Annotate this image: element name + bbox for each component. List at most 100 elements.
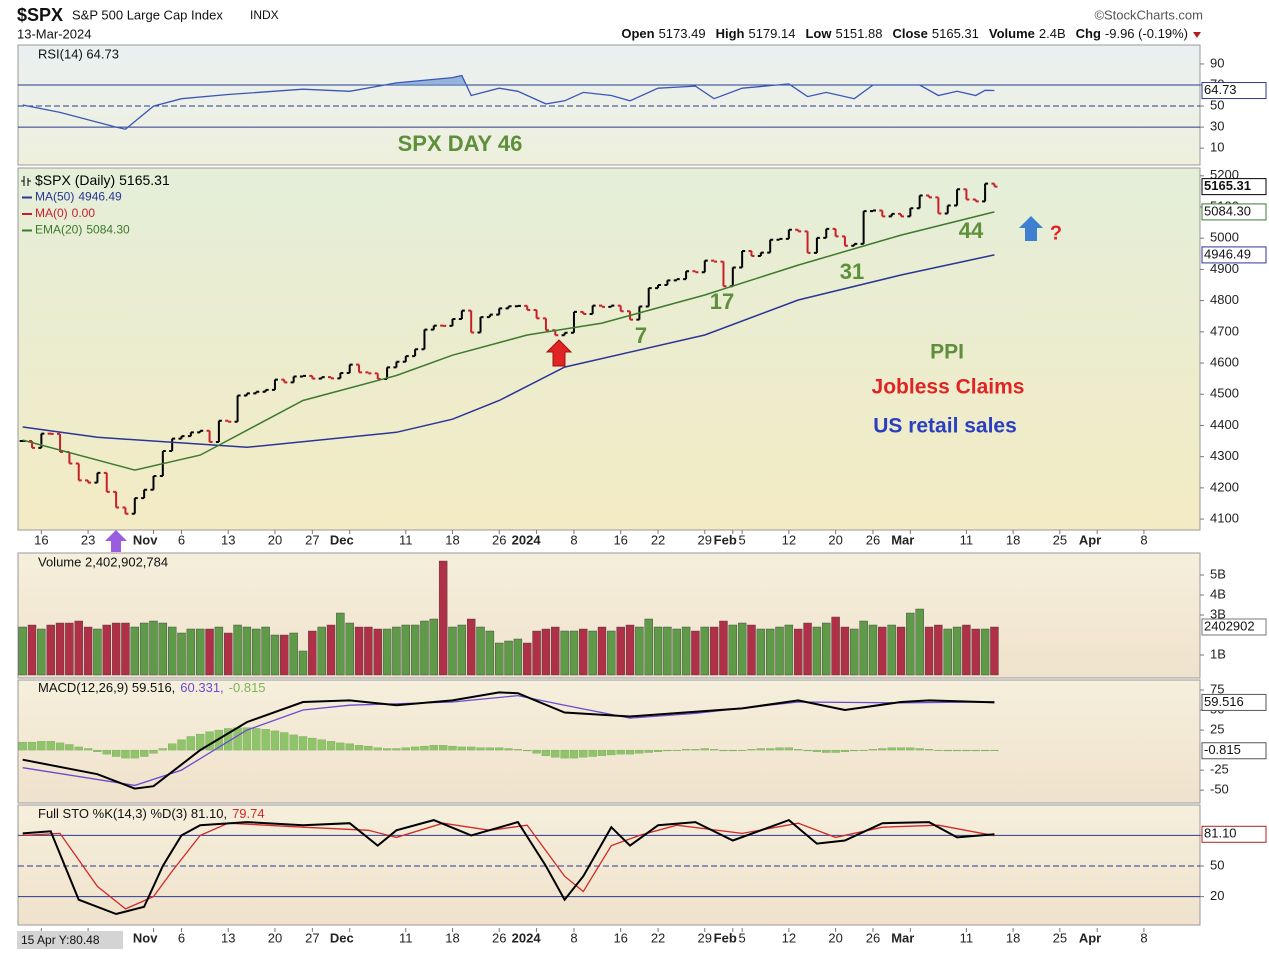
volume-bar: [336, 612, 345, 676]
title-part: 79.74: [232, 806, 265, 821]
volume-bar: [700, 626, 709, 676]
volume-bar: [270, 634, 280, 676]
volume-bar: [775, 626, 784, 676]
histogram-bar: [467, 746, 476, 751]
price-bar: [169, 437, 176, 453]
legend-swatch: [21, 176, 31, 186]
volume-bar: [794, 628, 803, 676]
volume-bar: [83, 626, 93, 676]
x-tick-label: 20: [268, 930, 282, 945]
volume-bar: [345, 622, 354, 676]
price-bar: [318, 376, 325, 380]
histogram-bar: [457, 746, 466, 751]
volume-bar: [952, 626, 962, 676]
volume-bar: [943, 628, 952, 676]
date: 13-Mar-2024: [17, 26, 91, 41]
histogram-bar: [962, 749, 971, 752]
volume-bar: [308, 630, 317, 676]
price-bar: [673, 278, 680, 282]
x-tick-label: 12: [782, 930, 796, 945]
price-bar: [589, 304, 596, 316]
legend-entry: $SPX (Daily) 5165.31: [35, 172, 170, 188]
y-tick-label: 3B: [1210, 606, 1226, 621]
volume-bar: [410, 624, 420, 676]
x-tick-label: 20: [828, 930, 842, 945]
x-tick-label: Nov: [133, 930, 158, 945]
volume-bar: [420, 620, 429, 676]
x-tick-label: 29: [698, 532, 712, 547]
x-tick-label: 26: [492, 532, 506, 547]
histogram-bar: [924, 749, 934, 751]
price-bar: [309, 374, 316, 380]
price-bar: [225, 419, 232, 423]
quote-label: Close: [892, 26, 927, 41]
x-tick-label: 27: [305, 930, 319, 945]
volume-bar: [990, 626, 999, 676]
volume-bar: [485, 630, 495, 676]
price-bar: [253, 390, 260, 395]
histogram-bar: [747, 749, 756, 751]
histogram-bar: [18, 741, 27, 751]
volume-bar: [261, 626, 270, 676]
histogram-bar: [233, 727, 242, 751]
histogram-bar: [93, 749, 102, 752]
histogram-bar: [429, 745, 438, 751]
price-bar: [897, 212, 904, 218]
histogram-bar: [990, 749, 999, 751]
price-bar: [813, 236, 820, 254]
x-tick-label: 18: [1006, 532, 1020, 547]
volume-bar: [551, 626, 560, 676]
volume-bar: [373, 628, 382, 676]
price-bar: [215, 419, 222, 443]
price-bar: [365, 371, 372, 375]
panel-background: [17, 167, 1201, 531]
histogram-bar: [252, 728, 261, 751]
price-bar: [907, 207, 914, 218]
volume-bar: [691, 630, 700, 676]
volume-bar: [971, 628, 980, 676]
x-tick-label: Mar: [891, 532, 914, 547]
down-indicator: [1193, 32, 1201, 38]
price-bar: [991, 182, 998, 188]
x-tick-label: 16: [613, 532, 627, 547]
volume-bar: [27, 624, 37, 676]
y-tick-label: 5000: [1210, 230, 1239, 245]
histogram-bar: [579, 749, 588, 758]
x-tick-label: Feb: [714, 532, 737, 547]
volume-bar: [784, 624, 794, 676]
x-tick-label: 22: [651, 930, 665, 945]
volume-bar: [588, 630, 597, 676]
histogram-bar: [738, 749, 747, 751]
histogram-bar: [541, 749, 551, 756]
histogram-bar: [878, 748, 887, 751]
legend-value: 0.00: [72, 206, 96, 220]
histogram-bar: [840, 749, 850, 752]
x-tick-label: 20: [828, 532, 842, 547]
panel-background: [17, 804, 1201, 926]
x-tick-label: 8: [570, 930, 577, 945]
annotation: PPI: [930, 341, 964, 364]
histogram-bar: [261, 729, 270, 751]
histogram-bar: [971, 749, 980, 752]
volume-bar: [121, 622, 130, 676]
x-tick-label: 11: [399, 930, 413, 945]
price-bar: [767, 238, 774, 254]
histogram-bar: [336, 742, 345, 751]
price-bar: [281, 378, 288, 384]
histogram-bar: [186, 736, 196, 751]
histogram-bar: [205, 731, 214, 751]
volume-bar: [252, 628, 261, 676]
legend-name: EMA(20): [35, 223, 82, 237]
price-bar: [75, 462, 82, 482]
price-bar: [290, 375, 297, 384]
annotation: ?: [1050, 222, 1062, 244]
panel-stochastic: 205080Full STO %K(14,3) %D(3) 81.10,79.7…: [17, 804, 1267, 926]
x-tick-label: Dec: [330, 930, 354, 945]
volume-bar: [326, 624, 336, 676]
price-bar: [141, 488, 148, 500]
volume-bar: [878, 626, 887, 676]
volume-bar: [765, 628, 775, 676]
histogram-bar: [513, 749, 523, 751]
x-tick-label: 23: [81, 532, 95, 547]
